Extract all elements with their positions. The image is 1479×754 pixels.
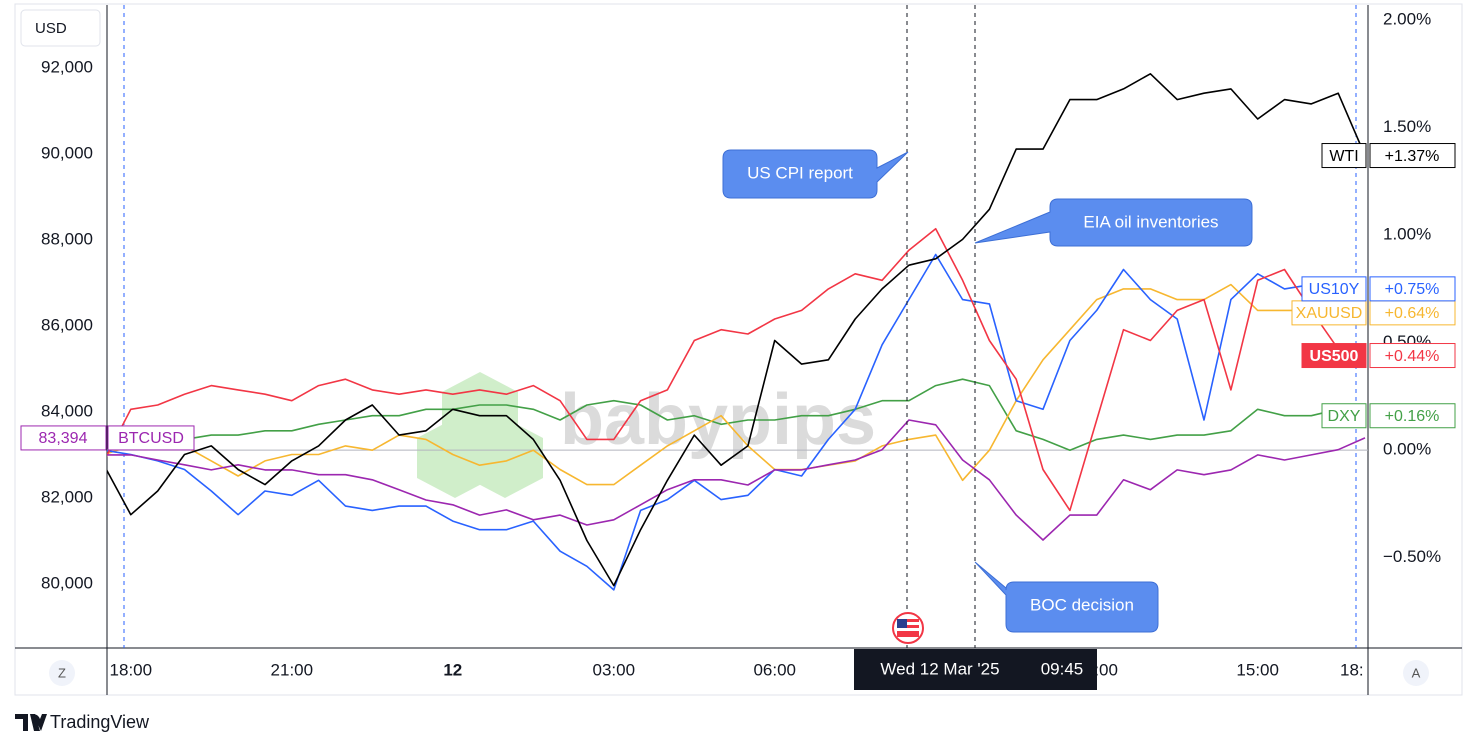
x-tick-label: 12 [443, 660, 462, 679]
axis-button-label: A [1412, 665, 1421, 680]
value-label: 83,394 [39, 430, 88, 447]
callout [722, 149, 909, 199]
value-tag [1369, 276, 1456, 302]
series-line [107, 73, 1366, 587]
x-tick-label: 03:00 [592, 660, 635, 679]
annotation: BOC decision [1030, 595, 1134, 614]
y2-tick-label: 2.00% [1383, 10, 1431, 29]
legend-name: DXY [1328, 408, 1361, 425]
y-tick-label: 82,000 [41, 487, 93, 506]
value-tag [1369, 403, 1456, 429]
series-line [107, 253, 1365, 591]
y-tick-label: 90,000 [41, 143, 93, 162]
y-tick-label: 80,000 [41, 573, 93, 592]
value-label: +0.75% [1385, 281, 1440, 298]
annotation: US CPI report [747, 163, 853, 182]
value-tag [1369, 143, 1456, 169]
y2-tick-label: 1.50% [1383, 117, 1431, 136]
crosshair-time: 09:45 [1041, 659, 1084, 678]
x-tick-label: 06:00 [753, 660, 796, 679]
y2-tick-label: 0.00% [1383, 440, 1431, 459]
legend-name: US10Y [1309, 281, 1360, 298]
value-label: +0.16% [1385, 408, 1440, 425]
x-tick-label: 15:00 [1236, 660, 1279, 679]
legend-tag [1291, 300, 1367, 326]
x-tick-label: 18:00 [110, 660, 153, 679]
y-tick-label: 92,000 [41, 57, 93, 76]
annotation: EIA oil inventories [1083, 212, 1218, 231]
series-line [107, 227, 1366, 512]
x-tick-label: 18: [1340, 660, 1364, 679]
legend-name: BTCUSD [118, 430, 184, 447]
y-tick-label: 88,000 [41, 229, 93, 248]
y-tick-label: 84,000 [41, 401, 93, 420]
y-tick-label: 86,000 [41, 315, 93, 334]
legend-name: WTI [1329, 148, 1358, 165]
legend-tag [107, 425, 195, 451]
legend-tag [1321, 403, 1367, 429]
value-label: +0.64% [1385, 305, 1440, 322]
event-flag [892, 612, 924, 644]
currency-label: USD [35, 20, 67, 37]
chart-frame [14, 3, 1463, 696]
brand-logo [15, 714, 47, 731]
x-tick-label: 21:00 [271, 660, 314, 679]
legend-tag [1321, 143, 1367, 169]
value-label: +1.37% [1385, 148, 1440, 165]
watermark-text: babypips [560, 380, 876, 460]
value-tag [20, 425, 107, 451]
currency-box[interactable] [20, 9, 101, 47]
series-line [107, 419, 1366, 541]
y2-tick-label: 1.00% [1383, 225, 1431, 244]
legend-name: US500 [1310, 348, 1359, 365]
axis-button[interactable] [1403, 660, 1429, 686]
axis-button-label: Z [58, 665, 66, 680]
crosshair-date: Wed 12 Mar '25 [880, 659, 999, 678]
value-label: +0.44% [1385, 348, 1440, 365]
legend-tag [1301, 276, 1367, 302]
value-tag [1369, 343, 1456, 369]
legend-tag [1301, 343, 1367, 369]
value-tag [1369, 300, 1456, 326]
axis-button[interactable] [49, 660, 75, 686]
callout [974, 561, 1159, 633]
legend-name: XAUUSD [1296, 305, 1363, 322]
y2-tick-label: −0.50% [1383, 547, 1441, 566]
series-line [107, 378, 1366, 451]
brand-text: TradingView [50, 712, 150, 732]
series-line [107, 283, 1366, 486]
crosshair-label-bg [854, 649, 1097, 690]
callout [974, 198, 1253, 247]
